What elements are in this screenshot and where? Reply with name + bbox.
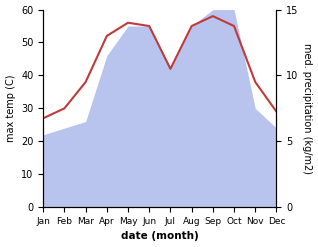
X-axis label: date (month): date (month)	[121, 231, 199, 242]
Y-axis label: med. precipitation (kg/m2): med. precipitation (kg/m2)	[302, 43, 313, 174]
Y-axis label: max temp (C): max temp (C)	[5, 75, 16, 142]
